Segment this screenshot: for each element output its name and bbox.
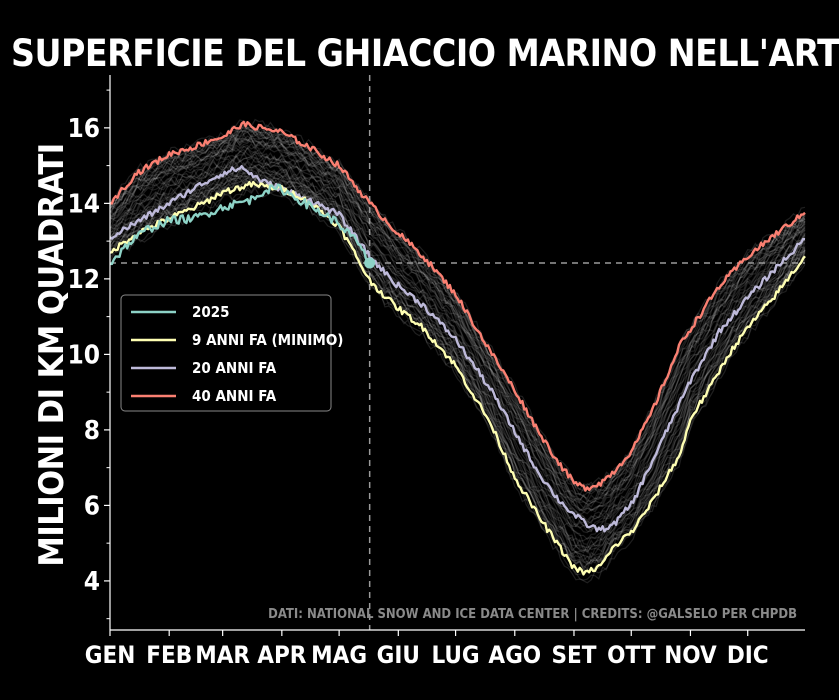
x-tick-label: GEN (85, 641, 136, 669)
x-tick-label: NOV (664, 641, 717, 669)
series-line-9-anni-fa (109, 180, 806, 576)
y-tick-label: 8 (84, 416, 100, 446)
background-year-line (109, 129, 806, 503)
background-year-line (109, 178, 806, 570)
background-year-line (109, 174, 806, 569)
x-tick-label: MAR (195, 641, 250, 669)
background-year-line (109, 133, 806, 505)
y-tick-label: 14 (67, 189, 100, 219)
series-line-2025 (109, 183, 371, 266)
x-tick-label: MAG (311, 641, 367, 669)
background-year-line (109, 137, 806, 512)
legend-box (120, 294, 332, 412)
background-year-line (109, 144, 806, 525)
background-year-line (109, 185, 806, 584)
background-year-line (109, 179, 806, 572)
background-year-line (109, 176, 806, 565)
background-year-line (109, 136, 806, 515)
background-year-line (109, 170, 806, 559)
legend-label: 9 ANNI FA (MINIMO) (192, 331, 343, 349)
background-year-line (109, 169, 806, 565)
y-tick-label: 16 (67, 114, 100, 144)
background-year-line (109, 141, 806, 522)
reference-lines (110, 75, 805, 630)
x-tick-label: OTT (607, 641, 656, 669)
chart-title: SUPERFICIE DEL GHIACCIO MARINO NELL'ARTI… (11, 32, 839, 75)
background-year-line (109, 138, 806, 516)
x-tick-label: APR (257, 641, 307, 669)
axes: 4 6 8 10 12 14 16 GEN FEB MAR APR MAG GIU LUG AGO SET OT… (67, 75, 805, 669)
background-year-line (109, 126, 806, 497)
y-axis-label: MILIONI DI KM QUADRATI (32, 143, 72, 566)
series-line-20-anni-fa (109, 164, 806, 533)
background-year-line (109, 167, 806, 553)
y-tick-label: 4 (84, 567, 100, 597)
x-tick-label: SET (551, 641, 596, 669)
y-tick-label: 10 (67, 340, 100, 370)
background-year-line (109, 174, 806, 562)
current-value-point (364, 257, 376, 269)
series-line-40-anni-fa (109, 120, 806, 492)
x-tick-label: FEB (146, 641, 192, 669)
background-year-line (109, 156, 806, 542)
legend-label: 20 ANNI FA (192, 359, 277, 377)
background-year-line (109, 173, 806, 566)
background-year-line (109, 153, 806, 533)
x-tick-label: LUG (432, 641, 480, 669)
y-tick-label: 6 (84, 491, 100, 521)
background-year-line (109, 146, 806, 527)
x-tick-label: GIU (377, 641, 420, 669)
background-year-line (109, 124, 806, 495)
series-lines (109, 120, 806, 576)
background-year-line (109, 135, 806, 512)
legend: 2025 9 ANNI FA (MINIMO) 20 ANNI FA 40 ANNI … (120, 294, 343, 412)
background-year-line (109, 126, 806, 504)
legend-label: 2025 (192, 303, 230, 321)
background-year-line (109, 170, 806, 559)
credit-text: DATI: NATIONAL SNOW AND ICE DATA CENTER … (268, 607, 797, 622)
y-tick-label: 12 (67, 265, 100, 295)
x-tick-label: DIC (727, 641, 769, 669)
legend-label: 40 ANNI FA (192, 387, 277, 405)
background-year-line (109, 129, 806, 509)
background-year-line (109, 128, 806, 497)
background-year-line (109, 146, 806, 525)
background-year-line (109, 186, 806, 581)
background-year-line (109, 148, 806, 532)
x-tick-label: AGO (488, 641, 541, 669)
background-year-line (109, 133, 806, 508)
background-year-line (109, 151, 806, 534)
background-year-line (109, 138, 806, 512)
